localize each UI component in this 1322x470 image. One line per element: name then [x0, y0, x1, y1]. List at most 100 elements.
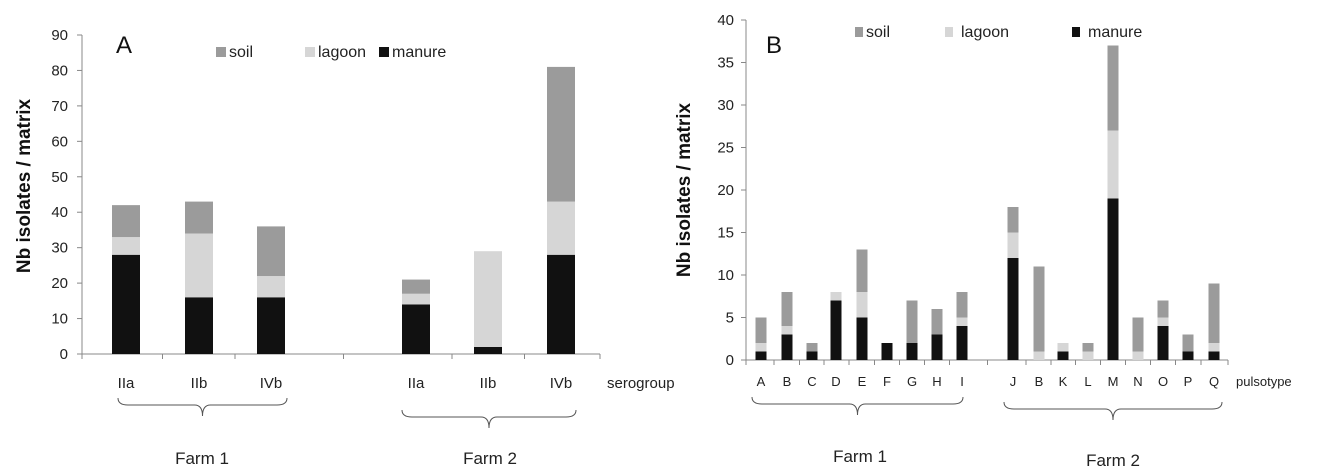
panel-b-y-axis-title: Nb isolates / matrix	[674, 102, 695, 277]
bar-lagoon	[1033, 351, 1045, 360]
y-tick-label: 0	[60, 346, 68, 363]
bar-manure	[956, 326, 968, 360]
bar-lagoon	[547, 201, 575, 255]
bar-soil	[906, 300, 918, 343]
bar-soil	[1208, 283, 1220, 343]
x-tick-label: IVb	[550, 375, 573, 392]
bar-lagoon	[781, 326, 793, 335]
bar-soil	[956, 292, 968, 318]
bar-manure	[1007, 258, 1019, 360]
bar-lagoon	[1082, 351, 1094, 360]
bar-soil	[1082, 343, 1094, 352]
x-tick-label: E	[858, 374, 867, 389]
y-tick-label: 30	[51, 240, 68, 257]
x-tick-label: B	[1035, 374, 1044, 389]
x-tick-label: IIa	[408, 375, 425, 392]
x-tick-label: P	[1184, 374, 1193, 389]
y-tick-label: 5	[726, 310, 734, 327]
bar-manure	[1157, 326, 1169, 360]
bar-soil	[781, 292, 793, 326]
panel-b-group-label-farm-1: Farm 1	[833, 447, 887, 466]
panel-a-legend: soil lagoon manure	[216, 44, 446, 61]
bar-soil	[1007, 207, 1019, 233]
x-tick-label: IIa	[118, 375, 135, 392]
panel-a-group-label-farm-2: Farm 2	[463, 449, 517, 468]
x-tick-label: A	[757, 374, 766, 389]
legend-swatch-lagoon	[945, 27, 953, 37]
bar-soil	[257, 226, 285, 277]
panel-b-x-axis-title: pulsotype	[1236, 374, 1292, 389]
x-tick-label: M	[1108, 374, 1119, 389]
bar-soil	[806, 343, 818, 352]
bar-soil	[1157, 300, 1169, 318]
bar-lagoon	[474, 251, 502, 347]
bar-manure	[881, 343, 893, 360]
bar-soil	[112, 205, 140, 238]
y-tick-label: 25	[717, 140, 734, 157]
bar-soil	[1132, 317, 1144, 352]
bar-manure	[806, 351, 818, 360]
panel-a-group-label-farm-1: Farm 1	[175, 449, 229, 468]
legend-label-soil: soil	[866, 24, 890, 41]
bar-manure	[1107, 198, 1119, 360]
panel-b-group-label-farm-2: Farm 2	[1086, 451, 1140, 470]
y-tick-label: 0	[726, 352, 734, 369]
y-tick-label: 40	[51, 204, 68, 221]
panel-a-marks: 0 10 20 30 40 50 60 70 80 90 IIa IIb IVb IIa IIb IVb	[51, 27, 601, 429]
legend-label-soil: soil	[229, 44, 253, 61]
bar-manure	[257, 297, 285, 354]
y-tick-label: 20	[51, 275, 68, 292]
bar-lagoon	[185, 233, 213, 298]
panel-b: B Nb isolates / matrix pulsotype soil la…	[674, 12, 1292, 470]
x-tick-label: F	[883, 374, 891, 389]
group-brace-2	[401, 409, 577, 429]
y-tick-label: 50	[51, 169, 68, 186]
bar-soil	[856, 249, 868, 292]
bar-lagoon	[830, 292, 842, 301]
y-tick-label: 30	[717, 97, 734, 114]
bar-manure	[112, 254, 140, 354]
bar-lagoon	[112, 237, 140, 255]
legend-swatch-lagoon	[305, 47, 315, 57]
bar-manure	[856, 317, 868, 360]
legend-label-manure: manure	[392, 44, 446, 61]
x-tick-label: L	[1084, 374, 1091, 389]
bar-soil	[185, 201, 213, 234]
bar-soil	[1033, 266, 1045, 352]
x-tick-label: IIb	[191, 375, 208, 392]
x-tick-label: IIb	[480, 375, 497, 392]
bar-manure	[781, 334, 793, 360]
bar-manure	[931, 334, 943, 360]
y-tick-label: 70	[51, 98, 68, 115]
bar-soil	[547, 66, 575, 202]
bar-lagoon	[1208, 343, 1220, 352]
panel-a: A Nb isolates / matrix serogroup soil la…	[14, 27, 675, 468]
bar-manure	[906, 343, 918, 360]
bar-lagoon	[402, 293, 430, 305]
legend-swatch-soil	[855, 27, 863, 37]
x-tick-label: N	[1133, 374, 1142, 389]
panel-a-y-axis-title: Nb isolates / matrix	[14, 98, 35, 273]
y-tick-label: 20	[717, 182, 734, 199]
y-tick-label: 40	[717, 12, 734, 29]
legend-swatch-manure	[1072, 27, 1080, 37]
bar-lagoon	[1107, 130, 1119, 199]
bar-lagoon	[1007, 232, 1019, 258]
bar-soil	[755, 317, 767, 343]
legend-swatch-manure	[379, 47, 389, 57]
y-tick-label: 35	[717, 55, 734, 72]
x-tick-label: IVb	[260, 375, 283, 392]
y-tick-label: 10	[717, 267, 734, 284]
bar-manure	[830, 300, 842, 360]
x-tick-label: I	[960, 374, 964, 389]
group-brace-1	[117, 397, 288, 417]
bar-manure	[185, 297, 213, 354]
x-tick-label: D	[831, 374, 840, 389]
bar-lagoon	[1132, 351, 1144, 360]
panel-a-label: A	[116, 32, 132, 59]
legend-swatch-soil	[216, 47, 226, 57]
y-tick-label: 80	[51, 62, 68, 79]
bar-manure	[1182, 351, 1194, 360]
